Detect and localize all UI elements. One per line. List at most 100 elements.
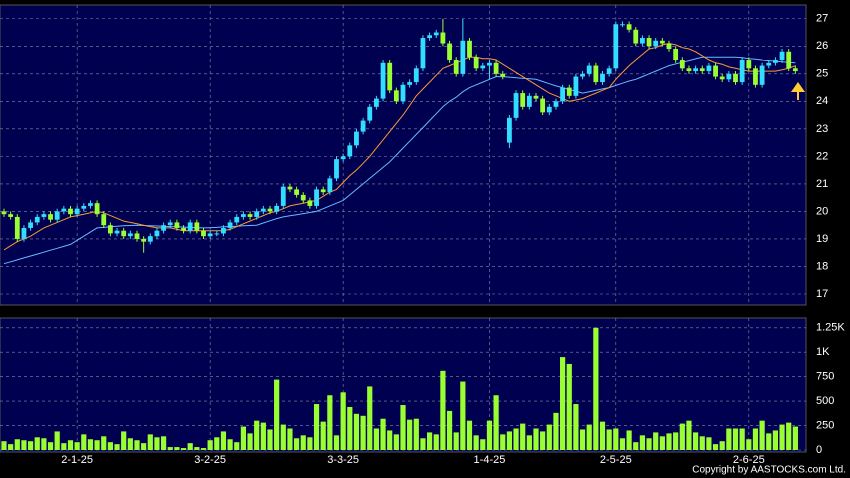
volume-bar <box>400 405 406 450</box>
candle-body <box>94 203 100 215</box>
volume-bar <box>214 437 220 450</box>
volume-bar <box>453 432 459 450</box>
candle-body <box>413 68 419 83</box>
candle-body <box>267 208 273 212</box>
volume-bar <box>613 428 619 450</box>
volume-bar <box>1 441 7 450</box>
candle-body <box>21 227 27 239</box>
candle-body <box>373 98 379 107</box>
volume-bar <box>280 424 286 450</box>
candle-body <box>739 60 745 83</box>
y2-tick-label: 1.25K <box>816 322 845 334</box>
candle-body <box>626 24 632 30</box>
candle-body <box>633 29 639 44</box>
volume-bar <box>180 448 187 450</box>
candle-body <box>513 93 519 118</box>
candle-body <box>121 230 127 237</box>
y-tick-label: 19 <box>816 233 828 245</box>
volume-bar <box>387 430 393 450</box>
candle-body <box>473 57 479 69</box>
volume-bar <box>480 439 486 450</box>
candle-body <box>759 65 765 85</box>
volume-bar <box>54 431 60 450</box>
volume-bar <box>160 436 167 450</box>
volume-bar <box>81 434 87 450</box>
volume-bar <box>320 421 326 450</box>
volume-bar <box>74 442 80 450</box>
candle-body <box>580 73 585 77</box>
volume-bar <box>766 433 772 450</box>
candle-body <box>54 211 60 220</box>
candle-body <box>679 60 685 69</box>
candle-body <box>207 233 213 237</box>
candle-body <box>540 98 546 113</box>
candle-body <box>586 65 592 74</box>
y2-tick-label: 0 <box>816 444 822 456</box>
volume-bar <box>779 424 785 450</box>
candle-body <box>453 60 459 74</box>
volume-bar <box>493 395 499 450</box>
candle-body <box>294 189 299 195</box>
candle-body <box>666 43 672 50</box>
volume-bar <box>739 428 745 450</box>
volume-bar <box>27 441 34 450</box>
y2-tick-label: 500 <box>816 395 834 407</box>
candle-body <box>34 216 40 223</box>
volume-bar <box>61 443 67 450</box>
volume-bar <box>460 381 466 450</box>
volume-bar <box>466 420 473 450</box>
volume-bar <box>227 439 233 450</box>
candle-body <box>507 117 512 143</box>
candle-body <box>460 40 466 74</box>
candle-body <box>792 68 798 72</box>
volume-bar <box>633 442 639 450</box>
candle-body <box>427 35 433 39</box>
volume-bar <box>506 431 513 450</box>
volume-bar <box>207 440 213 450</box>
volume-bar <box>626 430 632 450</box>
x-tick-label: 1-4-25 <box>474 454 506 466</box>
candle-body <box>287 186 293 190</box>
candle-body <box>480 65 486 69</box>
volume-bar <box>154 437 160 450</box>
y-tick-label: 21 <box>816 178 828 190</box>
candle-body <box>134 233 140 239</box>
volume-bar <box>726 428 732 450</box>
candle-body <box>280 186 286 206</box>
candle-body <box>606 68 612 74</box>
volume-bar <box>427 432 433 450</box>
candle-body <box>14 216 20 239</box>
candle-body <box>646 38 652 47</box>
candle-body <box>526 95 532 107</box>
price-panel <box>0 4 807 306</box>
candle-body <box>234 216 240 223</box>
candle-body <box>127 233 133 237</box>
candle-body <box>773 60 778 63</box>
volume-bar <box>220 431 227 450</box>
candle-body <box>161 225 166 231</box>
volume-bar <box>167 447 173 450</box>
volume-bar <box>586 424 592 450</box>
candle-body <box>347 145 353 157</box>
volume-bar <box>367 386 373 450</box>
candle-body <box>593 65 599 83</box>
volume-bar <box>673 432 679 450</box>
candle-body <box>546 106 552 113</box>
volume-bar <box>147 434 153 450</box>
volume-bar <box>719 441 725 450</box>
volume-bar <box>333 435 340 450</box>
volume-bar <box>327 395 333 450</box>
volume-bar <box>347 406 353 450</box>
candle-body <box>367 106 373 121</box>
candle-body <box>154 230 160 237</box>
y-tick-label: 27 <box>816 13 828 25</box>
candle-body <box>300 194 306 201</box>
candle-body <box>254 211 260 217</box>
volume-bar <box>746 439 752 450</box>
volume-bar <box>446 410 453 450</box>
y-tick-label: 20 <box>816 205 828 217</box>
y-tick-label: 22 <box>816 150 828 162</box>
candle-body <box>420 38 426 69</box>
x-tick-label: 2-1-25 <box>61 454 93 466</box>
candle-body <box>786 51 792 69</box>
